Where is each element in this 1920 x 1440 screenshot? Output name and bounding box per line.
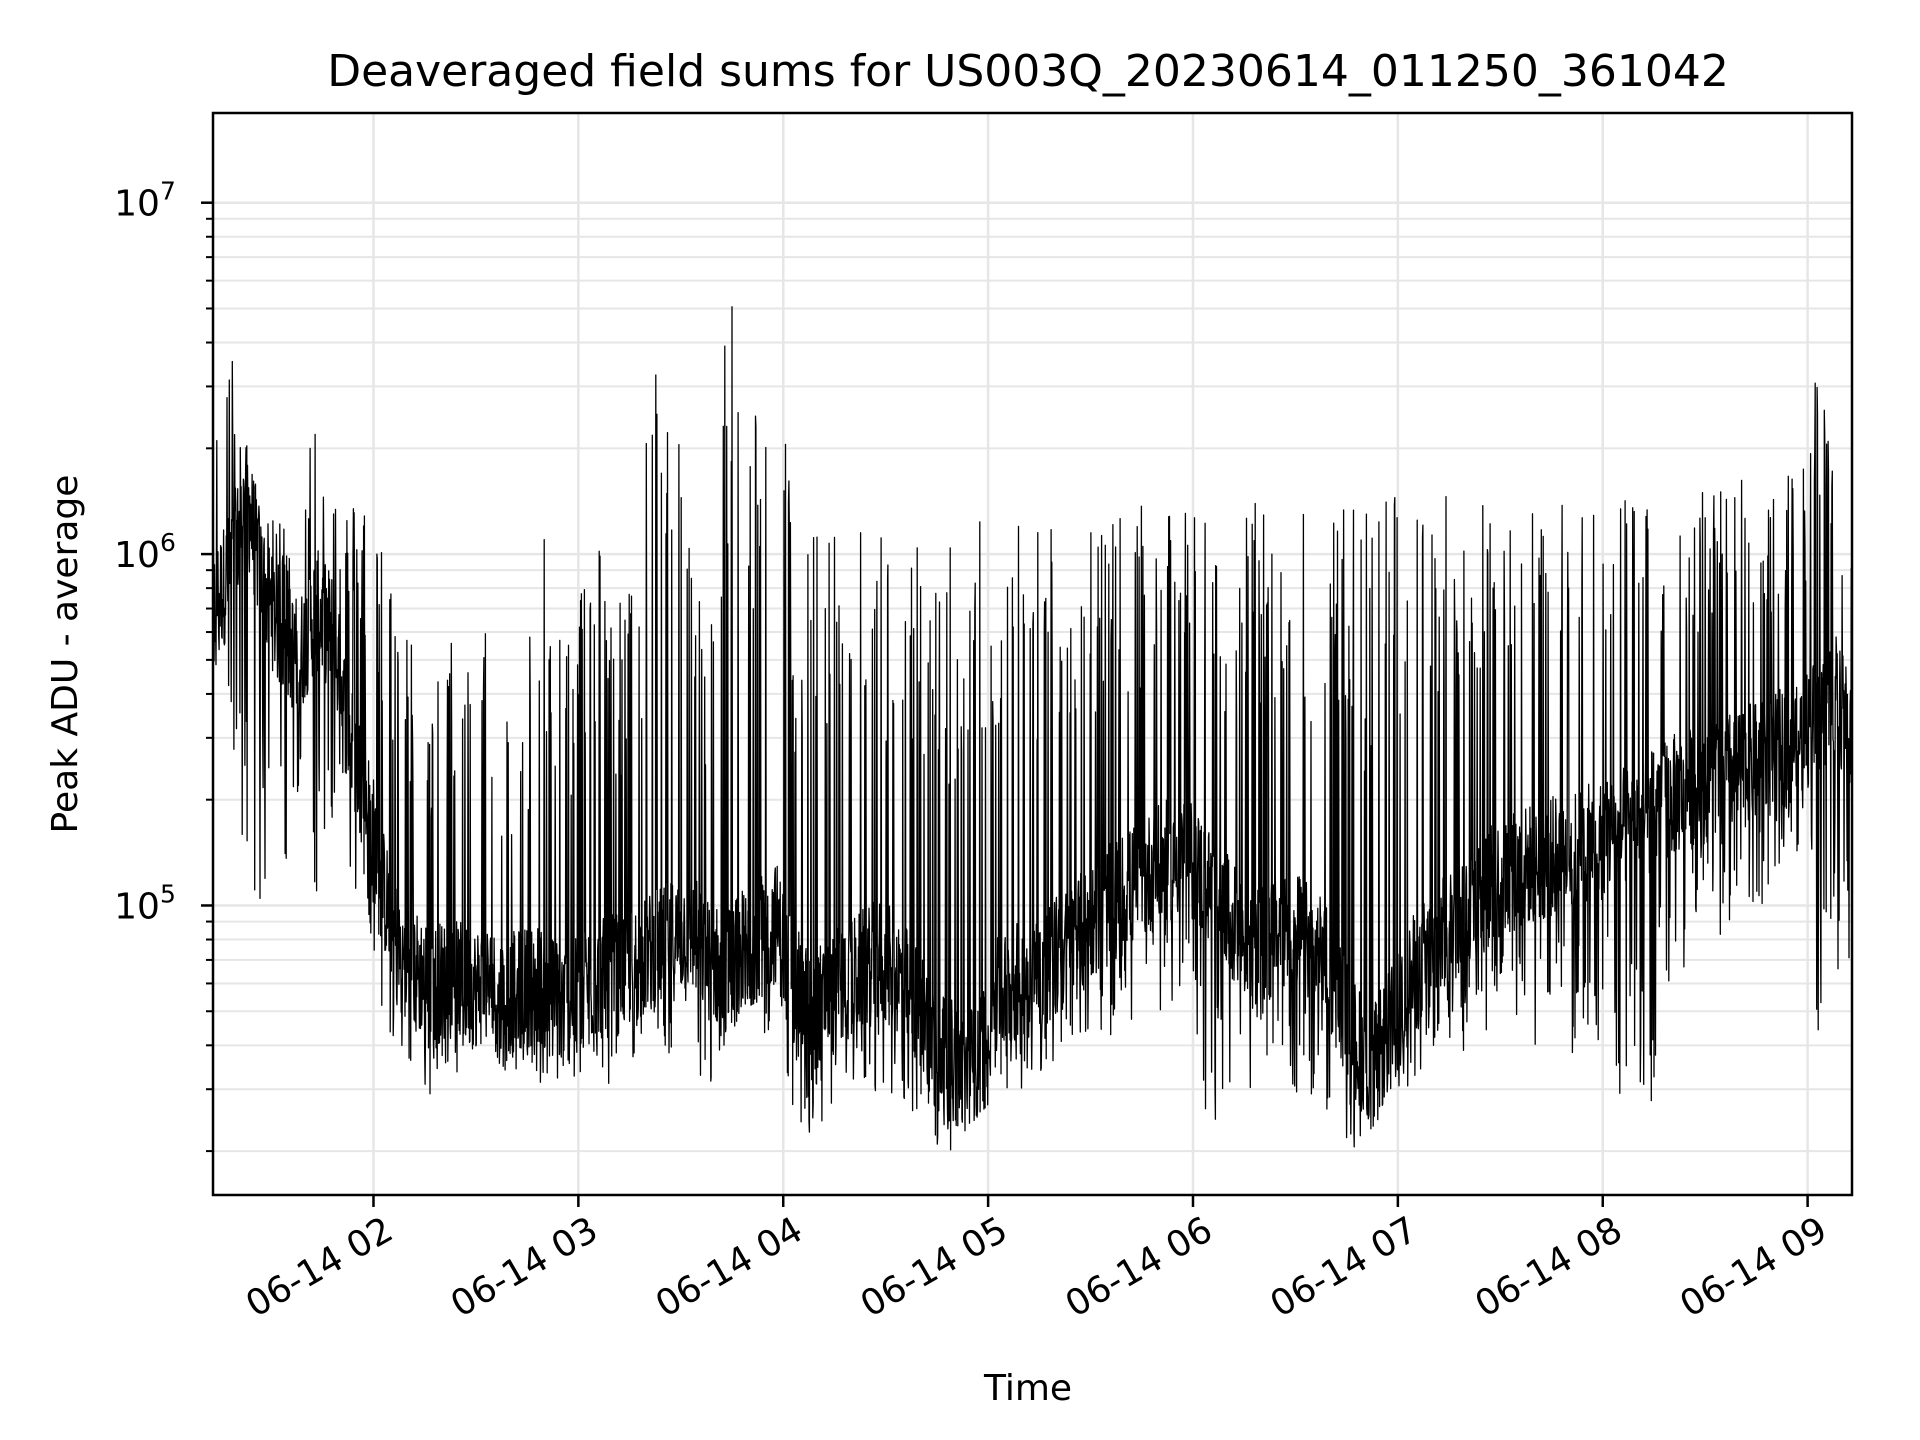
y-tick-label: 106 — [114, 528, 176, 576]
y-tick-label: 105 — [114, 879, 176, 927]
y-axis-label: Peak ADU - average — [45, 475, 86, 834]
plot-frame — [211, 111, 1854, 1197]
chart-title: Deaveraged field sums for US003Q_2023061… — [327, 46, 1729, 97]
series-line — [212, 306, 1853, 1151]
y-tick-label: 107 — [114, 177, 176, 225]
x-axis-label: Time — [983, 1368, 1072, 1409]
data-series — [212, 306, 1853, 1151]
